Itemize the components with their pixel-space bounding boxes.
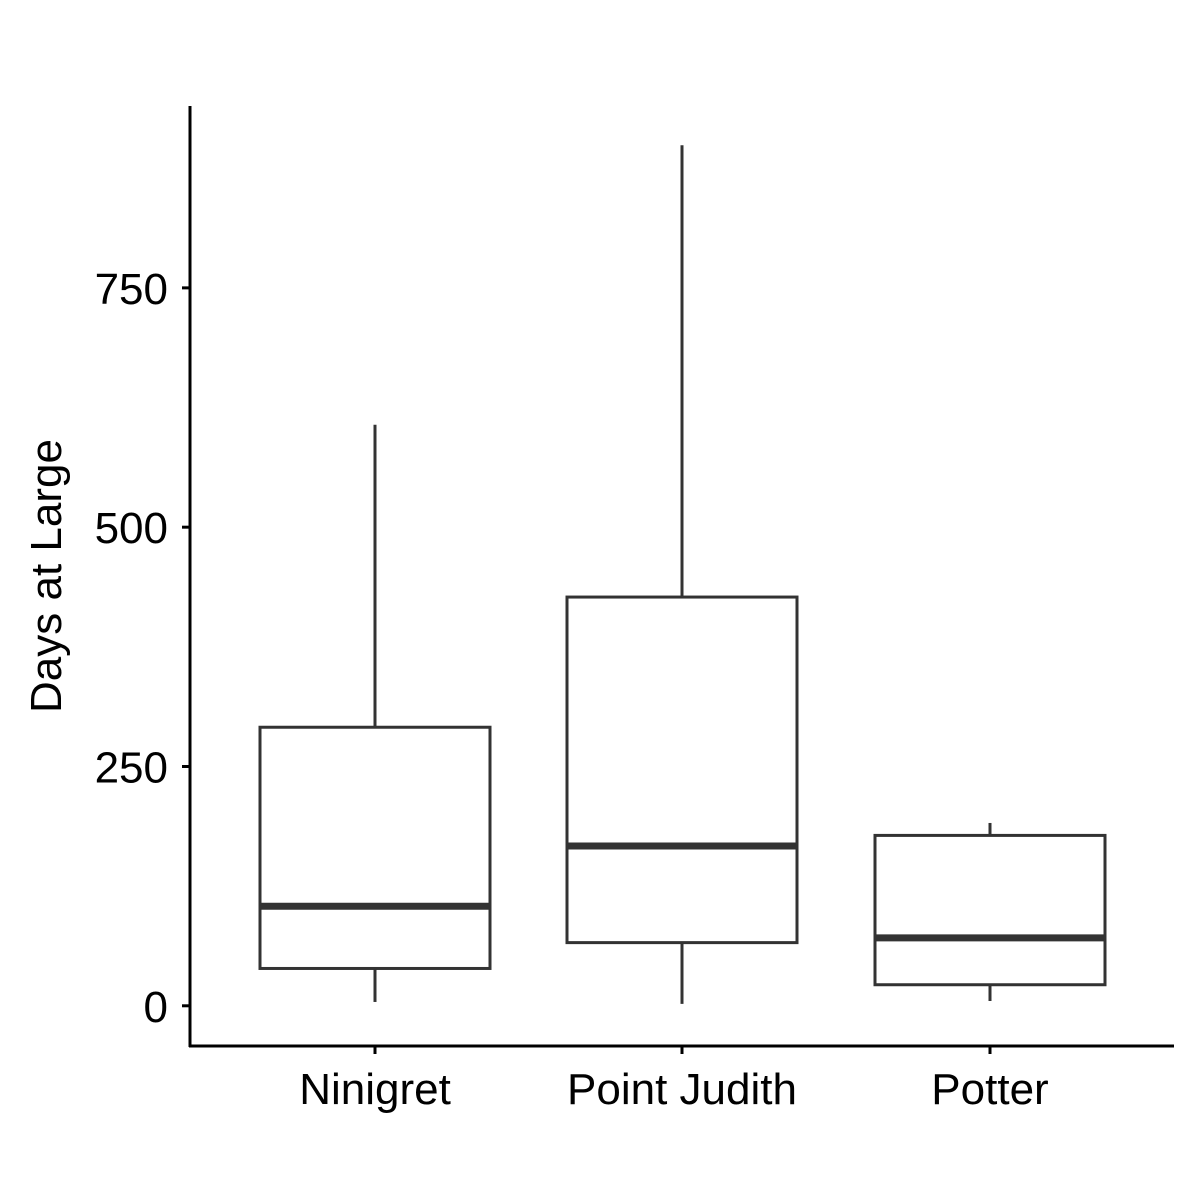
x-axis-ticks: Ninigret Point Judith Potter (299, 1046, 1049, 1114)
x-axis: Ninigret Point Judith Potter (189, 1044, 1174, 1114)
x-tick-label: Point Judith (567, 1065, 797, 1114)
x-tick-label: Potter (931, 1065, 1048, 1114)
y-axis-ticks: 0 250 500 750 (95, 265, 190, 1032)
y-tick-label: 500 (95, 504, 168, 553)
box-potter (873, 822, 1107, 1002)
iqr-box (565, 595, 799, 945)
box-ninigret (258, 424, 492, 1002)
iqr-box (258, 725, 492, 970)
y-tick-label: 250 (95, 743, 168, 792)
y-tick-label: 0 (144, 983, 168, 1032)
boxes-layer (258, 145, 1107, 1004)
plot-area (258, 145, 1107, 1004)
box-point-judith (565, 145, 799, 1004)
iqr-box (873, 833, 1107, 987)
x-tick-label: Ninigret (299, 1065, 451, 1114)
y-tick-label: 750 (95, 265, 168, 314)
y-axis: 0 250 500 750 (95, 106, 192, 1047)
y-axis-title: Days at Large (22, 439, 71, 713)
